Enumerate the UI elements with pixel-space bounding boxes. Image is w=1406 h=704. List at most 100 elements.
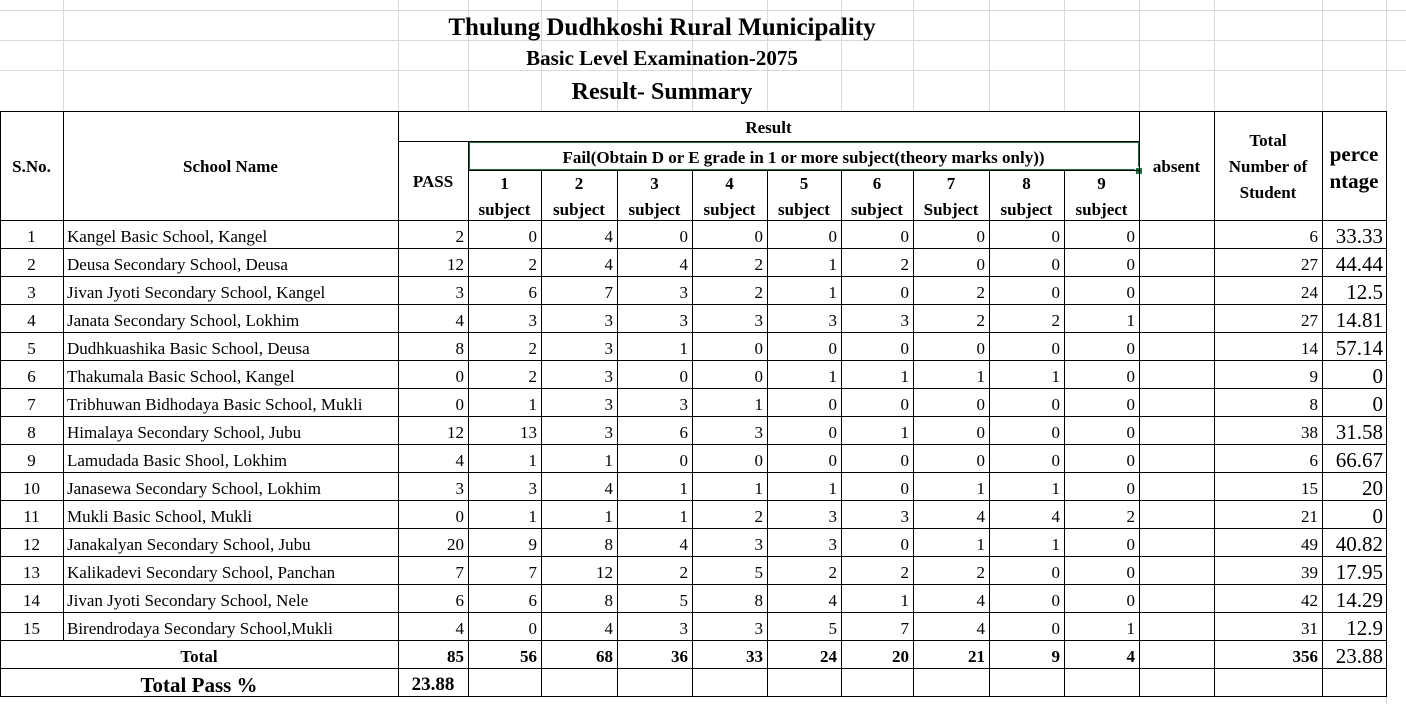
cell-fail-8-subject[interactable]: 1	[1051, 479, 1061, 498]
cell-fail-8-subject[interactable]: 4	[1051, 507, 1061, 526]
cell-school-name[interactable]: Thakumala Basic School, Kangel	[67, 367, 295, 386]
cell-fail-1-subject[interactable]: 2	[528, 339, 538, 358]
cell-fail-7-subject[interactable]: 1	[976, 367, 986, 386]
cell-fail-1-subject[interactable]: 1	[528, 395, 538, 414]
cell-fail-9-subject[interactable]: 0	[1126, 563, 1136, 582]
cell-fail-9-subject[interactable]: 2	[1126, 507, 1136, 526]
cell-total-students[interactable]: 8	[1309, 395, 1319, 414]
total-fail-8-subject[interactable]: 9	[1051, 647, 1061, 666]
cell-pass[interactable]: 0	[455, 507, 465, 526]
cell-pass[interactable]: 3	[455, 479, 465, 498]
cell-total-students[interactable]: 6	[1309, 227, 1319, 246]
cell-fail-9-subject[interactable]: 0	[1126, 591, 1136, 610]
cell-fail-6-subject[interactable]: 3	[900, 507, 910, 526]
cell-school-name[interactable]: Deusa Secondary School, Deusa	[67, 255, 288, 274]
cell-percentage[interactable]: 66.67	[1335, 448, 1383, 472]
cell-fail-5-subject[interactable]: 1	[828, 367, 838, 386]
cell-sno[interactable]: 2	[27, 255, 36, 274]
cell-percentage[interactable]: 14.29	[1335, 588, 1383, 612]
cell-fail-5-subject[interactable]: 2	[828, 563, 838, 582]
cell-pass[interactable]: 8	[455, 339, 465, 358]
cell-fail-8-subject[interactable]: 0	[1051, 591, 1061, 610]
cell-percentage[interactable]: 31.58	[1335, 420, 1383, 444]
cell-total-students[interactable]: 15	[1301, 479, 1318, 498]
cell-fail-4-subject[interactable]: 3	[754, 535, 764, 554]
cell-total-students[interactable]: 38	[1301, 423, 1318, 442]
cell-fail-8-subject[interactable]: 0	[1051, 423, 1061, 442]
cell-fail-2-subject[interactable]: 3	[604, 367, 614, 386]
cell-fail-4-subject[interactable]: 2	[754, 507, 764, 526]
total-fail-6-subject[interactable]: 20	[892, 647, 909, 666]
cell-fail-3-subject[interactable]: 1	[679, 507, 689, 526]
cell-fail-6-subject[interactable]: 0	[900, 451, 910, 470]
cell-total-students[interactable]: 31	[1301, 619, 1318, 638]
cell-fail-9-subject[interactable]: 0	[1126, 227, 1136, 246]
cell-sno[interactable]: 9	[27, 451, 36, 470]
cell-total-students[interactable]: 21	[1301, 507, 1318, 526]
cell-sno[interactable]: 8	[27, 423, 36, 442]
cell-fail-1-subject[interactable]: 1	[528, 507, 538, 526]
cell-fail-7-subject[interactable]: 1	[976, 479, 986, 498]
cell-percentage[interactable]: 40.82	[1335, 532, 1383, 556]
cell-school-name[interactable]: Himalaya Secondary School, Jubu	[67, 423, 302, 442]
cell-sno[interactable]: 6	[27, 367, 36, 386]
cell-fail-5-subject[interactable]: 4	[828, 591, 838, 610]
cell-total-students[interactable]: 39	[1301, 563, 1318, 582]
cell-fail-3-subject[interactable]: 1	[679, 479, 689, 498]
cell-fail-1-subject[interactable]: 13	[520, 423, 537, 442]
cell-pass[interactable]: 4	[455, 451, 465, 470]
cell-fail-4-subject[interactable]: 8	[754, 591, 764, 610]
cell-school-name[interactable]: Janata Secondary School, Lokhim	[67, 311, 300, 330]
cell-fail-3-subject[interactable]: 3	[679, 619, 689, 638]
cell-fail-5-subject[interactable]: 0	[828, 395, 838, 414]
cell-fail-3-subject[interactable]: 4	[679, 535, 689, 554]
cell-fail-2-subject[interactable]: 3	[604, 311, 614, 330]
cell-fail-1-subject[interactable]: 7	[528, 563, 538, 582]
cell-fail-2-subject[interactable]: 3	[604, 339, 614, 358]
cell-fail-7-subject[interactable]: 0	[976, 395, 986, 414]
cell-fail-1-subject[interactable]: 1	[528, 451, 538, 470]
cell-total-students[interactable]: 49	[1301, 535, 1318, 554]
cell-fail-5-subject[interactable]: 3	[828, 311, 838, 330]
cell-percentage[interactable]: 0	[1372, 504, 1384, 528]
cell-total-students[interactable]: 9	[1309, 367, 1319, 386]
cell-total-students[interactable]: 27	[1301, 255, 1318, 274]
cell-fail-5-subject[interactable]: 5	[828, 619, 838, 638]
cell-fail-8-subject[interactable]: 0	[1051, 395, 1061, 414]
cell-fail-7-subject[interactable]: 0	[976, 423, 986, 442]
cell-fail-4-subject[interactable]: 2	[754, 255, 764, 274]
total-fail-2-subject[interactable]: 68	[596, 647, 613, 666]
cell-fail-9-subject[interactable]: 0	[1126, 423, 1136, 442]
cell-fail-1-subject[interactable]: 0	[528, 227, 538, 246]
cell-fail-8-subject[interactable]: 0	[1051, 451, 1061, 470]
cell-fail-6-subject[interactable]: 1	[900, 423, 910, 442]
total-label[interactable]: Total	[180, 647, 218, 666]
cell-fail-8-subject[interactable]: 0	[1051, 283, 1061, 302]
cell-fail-5-subject[interactable]: 0	[828, 227, 838, 246]
cell-fail-7-subject[interactable]: 0	[976, 451, 986, 470]
cell-fail-9-subject[interactable]: 0	[1126, 479, 1136, 498]
cell-fail-3-subject[interactable]: 3	[679, 283, 689, 302]
cell-total-students[interactable]: 14	[1301, 339, 1318, 358]
cell-fail-9-subject[interactable]: 0	[1126, 535, 1136, 554]
total-pass-percent-label[interactable]: Total Pass %	[140, 673, 258, 697]
cell-sno[interactable]: 3	[27, 283, 36, 302]
cell-fail-6-subject[interactable]: 2	[900, 563, 910, 582]
cell-fail-5-subject[interactable]: 1	[828, 255, 838, 274]
cell-fail-7-subject[interactable]: 2	[976, 311, 986, 330]
cell-school-name[interactable]: Lamudada Basic Shool, Lokhim	[67, 451, 288, 470]
cell-sno[interactable]: 11	[23, 507, 40, 526]
cell-fail-3-subject[interactable]: 3	[679, 395, 689, 414]
cell-pass[interactable]: 2	[455, 227, 465, 246]
cell-fail-6-subject[interactable]: 1	[900, 367, 910, 386]
cell-percentage[interactable]: 17.95	[1335, 560, 1383, 584]
cell-fail-1-subject[interactable]: 6	[528, 283, 538, 302]
cell-fail-7-subject[interactable]: 4	[976, 507, 986, 526]
cell-fail-8-subject[interactable]: 0	[1051, 227, 1061, 246]
cell-school-name[interactable]: Mukli Basic School, Mukli	[67, 507, 253, 526]
cell-fail-2-subject[interactable]: 8	[604, 591, 614, 610]
cell-percentage[interactable]: 33.33	[1335, 224, 1383, 248]
total-fail-9-subject[interactable]: 4	[1126, 647, 1136, 666]
cell-fail-9-subject[interactable]: 1	[1126, 619, 1136, 638]
cell-fail-6-subject[interactable]: 0	[900, 283, 910, 302]
